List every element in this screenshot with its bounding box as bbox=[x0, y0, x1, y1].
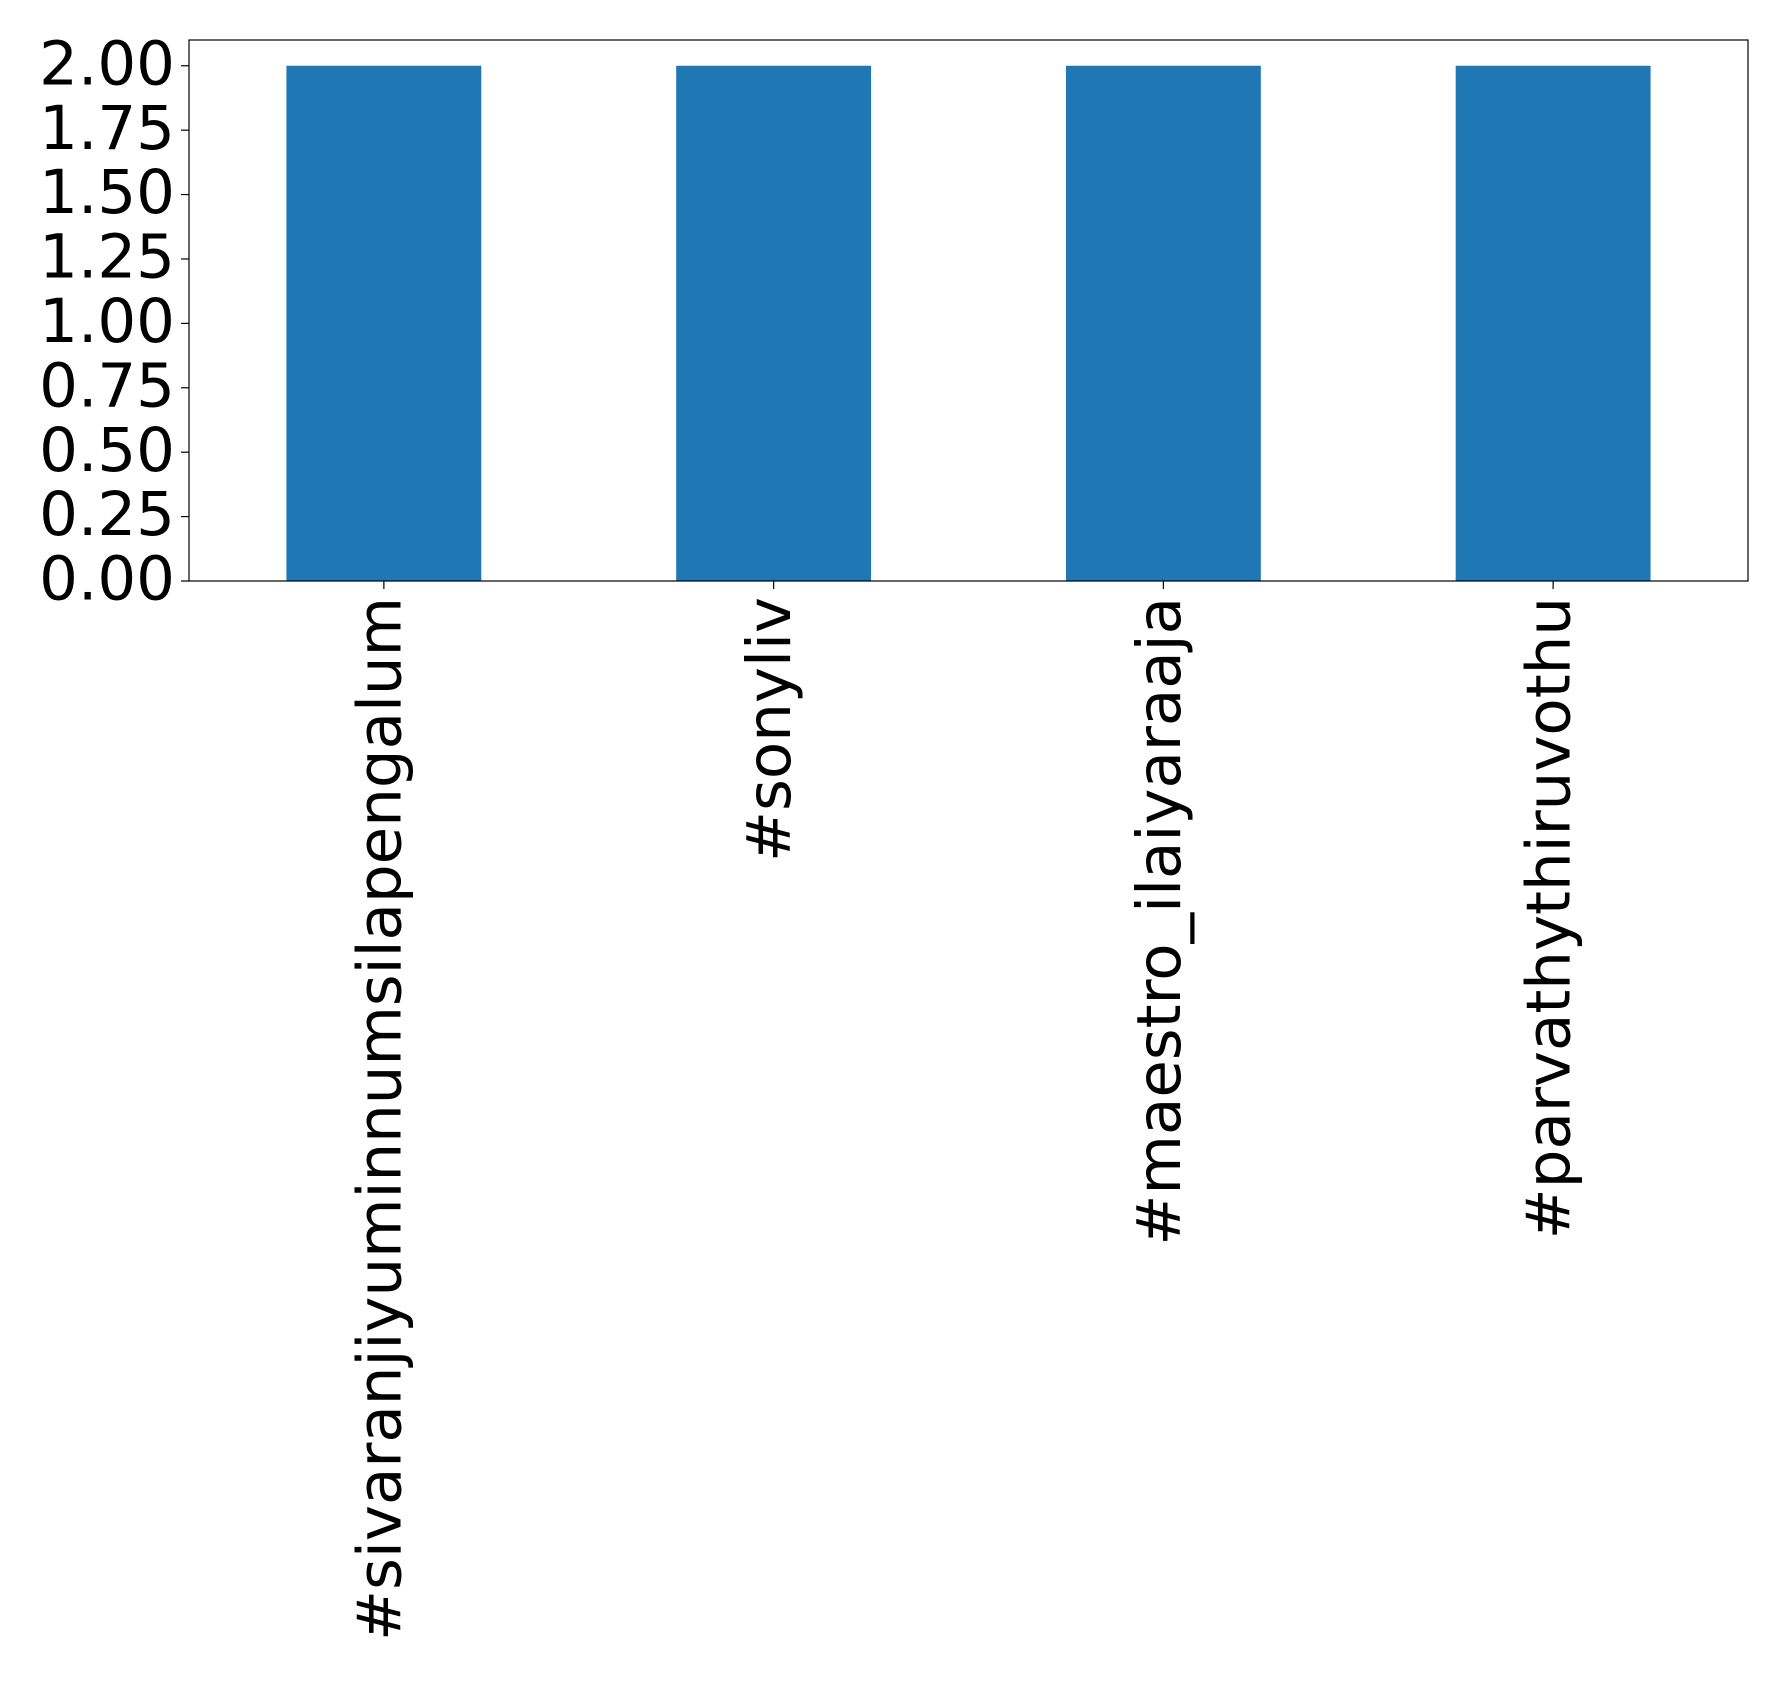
x-tick-label: #parvathythiruvothu bbox=[1514, 597, 1585, 1239]
bar bbox=[1455, 65, 1651, 581]
bar bbox=[286, 65, 482, 581]
y-tick-label: 1.25 bbox=[39, 222, 175, 293]
bar bbox=[676, 65, 872, 581]
x-tick-label: #maestro_ilaiyaraaja bbox=[1124, 597, 1195, 1246]
y-tick-label: 1.50 bbox=[39, 157, 175, 228]
y-tick-label: 0.50 bbox=[39, 415, 175, 486]
y-tick-label: 0.00 bbox=[39, 544, 175, 615]
plot-frame bbox=[188, 39, 1749, 582]
y-tick-label: 1.75 bbox=[39, 93, 175, 164]
y-tick-label: 2.00 bbox=[39, 28, 175, 99]
x-tick-label: #sonyliv bbox=[734, 597, 805, 862]
y-tick-label: 1.00 bbox=[39, 286, 175, 357]
x-tick-label: #sivaranjiyuminnumsilapengalum bbox=[344, 597, 415, 1641]
y-tick-label: 0.75 bbox=[39, 350, 175, 421]
bar bbox=[1065, 65, 1261, 581]
y-tick-label: 0.25 bbox=[39, 479, 175, 550]
